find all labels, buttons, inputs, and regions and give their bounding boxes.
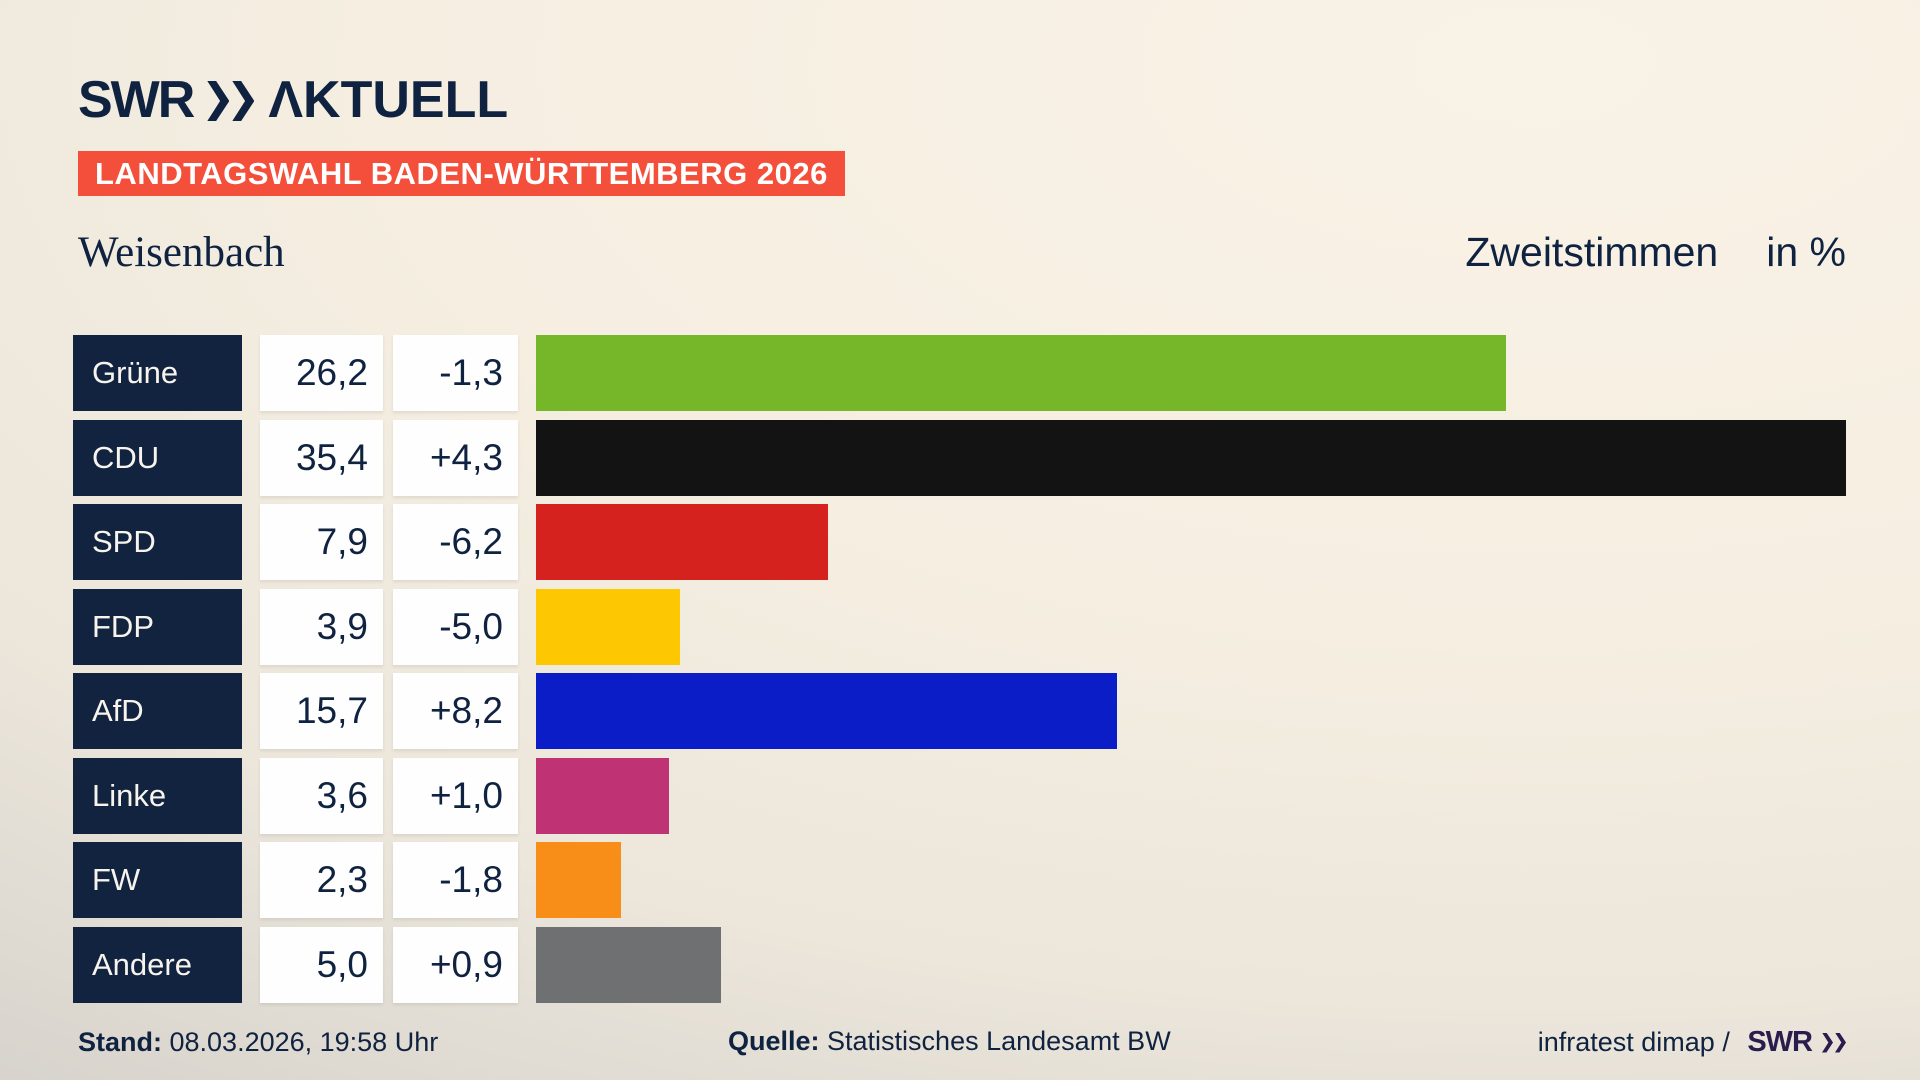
party-row: SPD 7,9 -6,2 bbox=[73, 504, 1846, 580]
swr-footer-logo: SWR bbox=[1747, 1026, 1846, 1059]
chevron-right-icon bbox=[1822, 1032, 1833, 1053]
party-name-label: CDU bbox=[73, 419, 242, 496]
party-row: FW 2,3 -1,8 bbox=[73, 842, 1846, 918]
source-label: Quelle: bbox=[728, 1026, 820, 1056]
party-change: -1,8 bbox=[393, 842, 518, 918]
party-value: 26,2 bbox=[260, 335, 383, 411]
party-value: 15,7 bbox=[260, 673, 383, 749]
unit-label: in % bbox=[1766, 229, 1846, 275]
party-bar bbox=[536, 335, 1506, 411]
stand-timestamp: Stand: 08.03.2026, 19:58 Uhr bbox=[78, 1027, 438, 1058]
party-row: Grüne 26,2 -1,3 bbox=[73, 335, 1846, 411]
swr-logo-text: SWR bbox=[78, 71, 195, 129]
party-value: 2,3 bbox=[260, 842, 383, 918]
party-change: +1,0 bbox=[393, 757, 518, 834]
party-name-label: Andere bbox=[73, 926, 242, 1003]
chevron-right-icon bbox=[232, 81, 255, 121]
party-change: +4,3 bbox=[393, 419, 518, 496]
party-bar bbox=[536, 419, 1846, 496]
stand-value: 08.03.2026, 19:58 Uhr bbox=[162, 1027, 439, 1057]
swr-footer-chevrons-icon bbox=[1822, 1032, 1846, 1053]
party-name-label: SPD bbox=[73, 504, 242, 580]
footer: Stand: 08.03.2026, 19:58 Uhr Quelle: Sta… bbox=[78, 1026, 1846, 1059]
source-note: Quelle: Statistisches Landesamt BW bbox=[728, 1026, 1171, 1057]
aktuell-logo-text: ΛKTUELL bbox=[268, 71, 509, 129]
swr-footer-logo-text: SWR bbox=[1747, 1026, 1813, 1058]
party-name-label: Grüne bbox=[73, 335, 242, 411]
results-table: Grüne 26,2 -1,3 CDU 35,4 +4,3 SPD 7,9 -6… bbox=[73, 335, 1846, 1011]
party-name-label: AfD bbox=[73, 673, 242, 749]
party-row: AfD 15,7 +8,2 bbox=[73, 673, 1846, 749]
chevron-right-icon bbox=[1835, 1032, 1846, 1053]
party-value: 35,4 bbox=[260, 419, 383, 496]
party-name-label: Linke bbox=[73, 757, 242, 834]
election-banner: LANDTAGSWAHL BADEN-WÜRTTEMBERG 2026 bbox=[78, 151, 845, 196]
stand-label: Stand: bbox=[78, 1027, 162, 1057]
party-bar bbox=[536, 757, 670, 834]
party-bar bbox=[536, 926, 722, 1003]
attribution-text: infratest dimap / bbox=[1537, 1027, 1738, 1057]
party-row: CDU 35,4 +4,3 bbox=[73, 419, 1846, 496]
party-change: +0,9 bbox=[393, 926, 518, 1003]
party-name-label: FW bbox=[73, 842, 242, 918]
party-change: -1,3 bbox=[393, 335, 518, 411]
party-value: 3,6 bbox=[260, 757, 383, 834]
swr-aktuell-logo: SWR ΛKTUELL bbox=[78, 74, 508, 126]
municipality-title: Weisenbach bbox=[78, 229, 285, 276]
party-row: Andere 5,0 +0,9 bbox=[73, 926, 1846, 1003]
measure-label: Zweitstimmen bbox=[1465, 229, 1719, 275]
party-bar bbox=[536, 504, 829, 580]
party-value: 3,9 bbox=[260, 588, 383, 665]
party-row: Linke 3,6 +1,0 bbox=[73, 757, 1846, 834]
party-value: 7,9 bbox=[260, 504, 383, 580]
swr-chevrons-icon bbox=[207, 81, 255, 121]
source-value: Statistisches Landesamt BW bbox=[819, 1026, 1171, 1056]
party-change: -6,2 bbox=[393, 504, 518, 580]
party-change: -5,0 bbox=[393, 588, 518, 665]
measure-title: Zweitstimmen in % bbox=[1465, 229, 1846, 276]
party-row: FDP 3,9 -5,0 bbox=[73, 588, 1846, 665]
party-name-label: FDP bbox=[73, 588, 242, 665]
chevron-right-icon bbox=[207, 81, 230, 121]
party-bar bbox=[536, 673, 1117, 749]
attribution: infratest dimap / SWR bbox=[1538, 1026, 1846, 1059]
party-bar bbox=[536, 588, 681, 665]
title-row: Weisenbach Zweitstimmen in % bbox=[78, 228, 1846, 277]
party-value: 5,0 bbox=[260, 926, 383, 1003]
party-change: +8,2 bbox=[393, 673, 518, 749]
party-bar bbox=[536, 842, 622, 918]
